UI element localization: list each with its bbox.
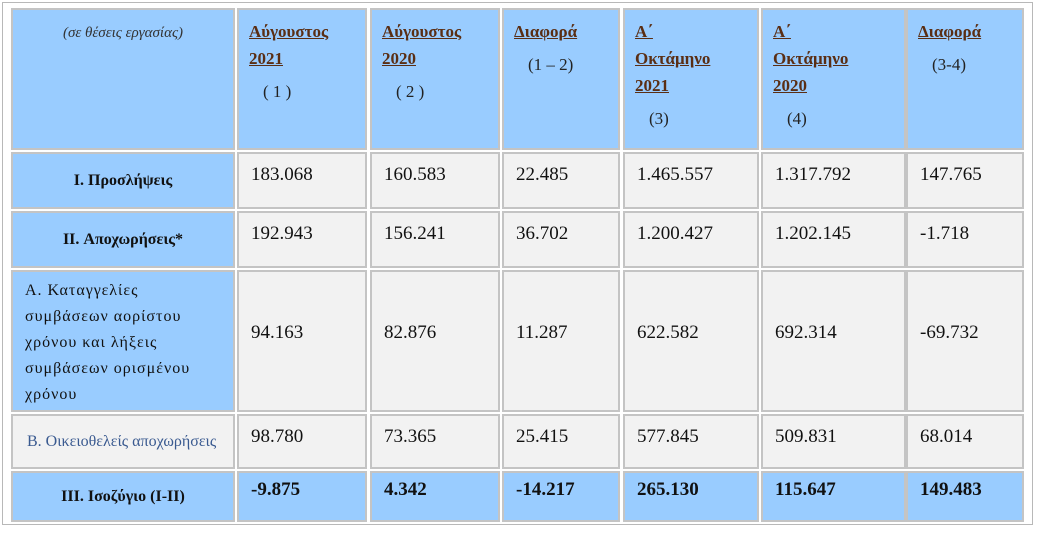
header-cell: Α΄ Οκτάμηνο 2021 (3) <box>623 8 759 150</box>
value-cell: 115.647 <box>761 471 906 522</box>
value-cell: 1.200.427 <box>623 211 759 268</box>
value-cell: 183.068 <box>237 152 367 209</box>
value-cell: -14.217 <box>502 471 620 522</box>
row-label: III. Ισοζύγιο (I-II) <box>11 471 235 522</box>
value-cell: 98.780 <box>237 414 367 469</box>
value-cell: 11.287 <box>502 270 620 412</box>
header-text: 2021 <box>635 76 669 95</box>
value-cell: 156.241 <box>370 211 500 268</box>
header-cell: Διαφορά (3-4) <box>906 8 1024 150</box>
row-label: I. Προσλήψεις <box>11 152 235 209</box>
row-label: II. Αποχωρήσεις* <box>11 211 235 268</box>
value-cell: 82.876 <box>370 270 500 412</box>
header-cell: Αύγουστος 2020 ( 2 ) <box>370 8 500 150</box>
value-cell: 147.765 <box>906 152 1024 209</box>
header-text: 2020 <box>382 49 416 68</box>
header-text: ( 1 ) <box>263 82 292 101</box>
header-text: Αύγουστος <box>382 22 462 41</box>
value-cell: 577.845 <box>623 414 759 469</box>
header-text: (4) <box>787 109 807 128</box>
value-cell: 192.943 <box>237 211 367 268</box>
header-cell: Α΄ Οκτάμηνο 2020 (4) <box>761 8 906 150</box>
value-cell: 4.342 <box>370 471 500 522</box>
value-cell: 265.130 <box>623 471 759 522</box>
header-text: Οκτάμηνο <box>635 49 711 68</box>
header-text: (σε θέσεις εργασίας) <box>62 25 184 41</box>
header-cell: Διαφορά (1 – 2) <box>502 8 620 150</box>
value-cell: 1.202.145 <box>761 211 906 268</box>
header-text: Α΄ <box>635 22 653 41</box>
header-text: (3-4) <box>932 55 966 74</box>
header-text: Α΄ <box>773 22 791 41</box>
header-cell: (σε θέσεις εργασίας) <box>11 8 235 150</box>
value-cell: 149.483 <box>906 471 1024 522</box>
header-text: ( 2 ) <box>396 82 425 101</box>
value-cell: -1.718 <box>906 211 1024 268</box>
header-text: Αύγουστος <box>249 22 329 41</box>
value-cell: 73.365 <box>370 414 500 469</box>
header-text: Διαφορά <box>514 22 578 41</box>
row-label: Β. Οικειοθελείς αποχωρήσεις <box>11 414 235 469</box>
value-cell: 68.014 <box>906 414 1024 469</box>
header-text: 2020 <box>773 76 807 95</box>
header-cell: Αύγουστος 2021 ( 1 ) <box>237 8 367 150</box>
header-text: (1 – 2) <box>528 55 574 74</box>
header-text: 2021 <box>249 49 283 68</box>
value-cell: 622.582 <box>623 270 759 412</box>
value-cell: 1.465.557 <box>623 152 759 209</box>
value-cell: 25.415 <box>502 414 620 469</box>
value-cell: -69.732 <box>906 270 1024 412</box>
header-text: Διαφορά <box>918 22 982 41</box>
value-cell: -9.875 <box>237 471 367 522</box>
row-label: Α. Καταγγελίες συμβάσεων αορίστου χρόνου… <box>11 270 235 412</box>
value-cell: 509.831 <box>761 414 906 469</box>
value-cell: 1.317.792 <box>761 152 906 209</box>
value-cell: 692.314 <box>761 270 906 412</box>
value-cell: 94.163 <box>237 270 367 412</box>
header-text: (3) <box>649 109 669 128</box>
value-cell: 36.702 <box>502 211 620 268</box>
header-text: Οκτάμηνο <box>773 49 849 68</box>
value-cell: 160.583 <box>370 152 500 209</box>
value-cell: 22.485 <box>502 152 620 209</box>
table: (σε θέσεις εργασίας) Αύγουστος 2021( 1 ) Α… <box>2 2 1033 525</box>
